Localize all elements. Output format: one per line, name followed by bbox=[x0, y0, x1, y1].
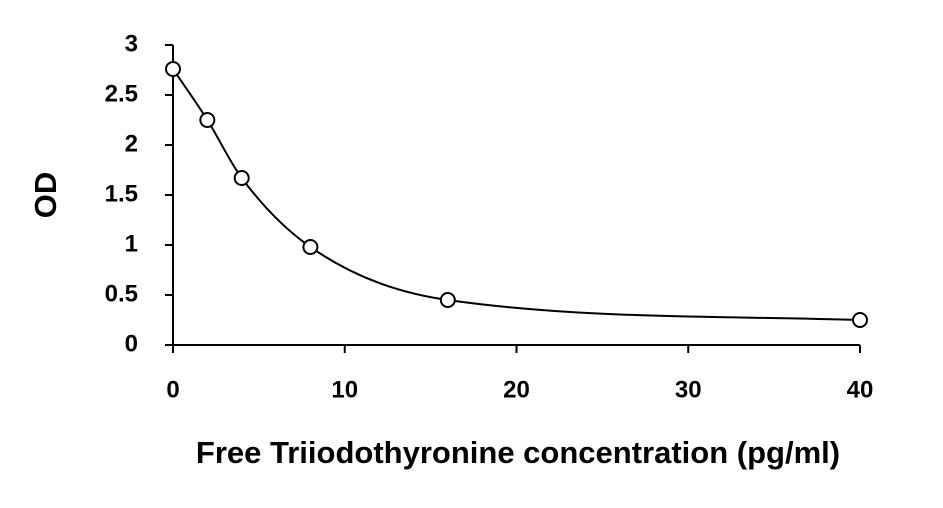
y-tick-label: 0 bbox=[125, 330, 138, 357]
x-axis-title: Free Triiodothyronine concentration (pg/… bbox=[196, 435, 840, 470]
y-tick-label: 1 bbox=[125, 230, 138, 257]
x-tick-label: 40 bbox=[847, 376, 874, 403]
y-axis-title: OD bbox=[28, 172, 63, 219]
data-point bbox=[165, 61, 181, 77]
data-point bbox=[233, 170, 250, 186]
x-tick-label: 30 bbox=[675, 376, 702, 403]
data-point bbox=[199, 112, 216, 128]
x-tick-label: 0 bbox=[166, 376, 179, 403]
y-tick-label: 0.5 bbox=[105, 280, 138, 307]
y-tick-label: 2 bbox=[125, 130, 138, 157]
data-point bbox=[439, 292, 456, 308]
y-tick-label: 1.5 bbox=[105, 180, 138, 207]
x-tick-label: 10 bbox=[331, 376, 358, 403]
y-tick-label: 3 bbox=[125, 30, 138, 57]
y-tick-label: 2.5 bbox=[105, 80, 138, 107]
data-point bbox=[302, 239, 319, 255]
fit-curve bbox=[172, 68, 861, 321]
data-point bbox=[852, 312, 868, 328]
x-tick-label: 20 bbox=[503, 376, 530, 403]
